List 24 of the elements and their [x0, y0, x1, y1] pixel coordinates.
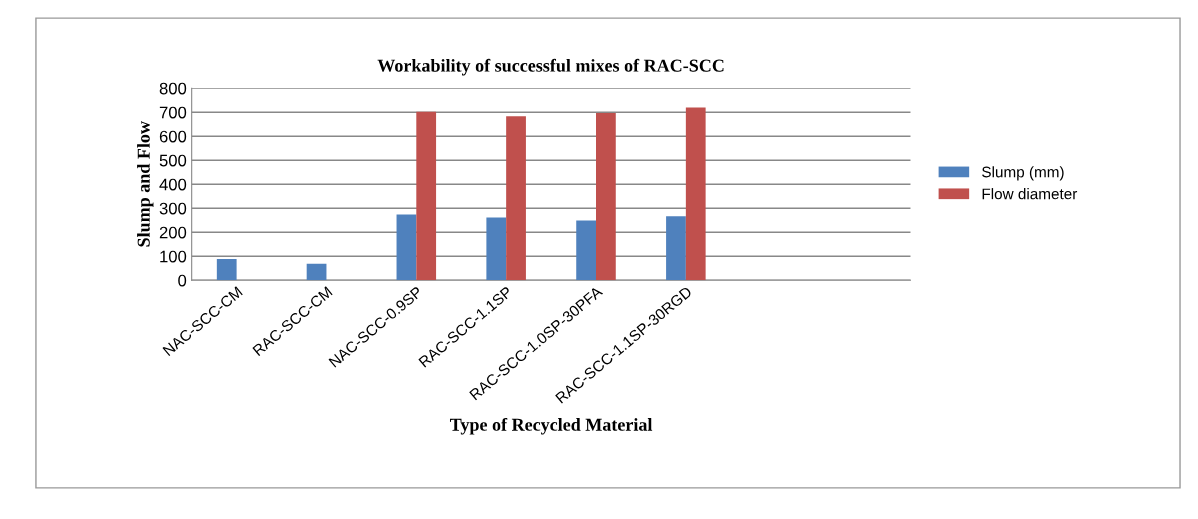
bar: [216, 258, 237, 281]
y-tick-label: 800: [159, 82, 187, 95]
y-tick-label: 100: [160, 250, 187, 263]
chart-title: Workability of successful mixes of RAC-SCC: [377, 58, 724, 76]
bar: [596, 112, 616, 281]
y-tick-label: 0: [178, 274, 187, 287]
y-tick-label: 700: [159, 106, 187, 119]
bar: [576, 220, 597, 281]
bar: [486, 217, 507, 281]
bar: [666, 216, 686, 281]
legend-label: Flow diameter: [982, 188, 1078, 200]
y-tick-label: 400: [159, 178, 187, 191]
bar: [416, 111, 437, 281]
y-tick-label: 600: [159, 130, 187, 143]
y-tick-label: 500: [159, 154, 187, 167]
y-tick-label: 200: [159, 226, 187, 239]
y-tick-label: 300: [159, 202, 187, 215]
bar: [306, 263, 327, 281]
bar: [685, 107, 706, 281]
legend-label: Slump (mm): [982, 166, 1064, 181]
x-axis-title: Type of Recycled Material: [450, 417, 653, 435]
bar: [506, 116, 526, 281]
y-axis-title: Slump and Flow: [137, 121, 154, 247]
bar: [396, 214, 417, 281]
